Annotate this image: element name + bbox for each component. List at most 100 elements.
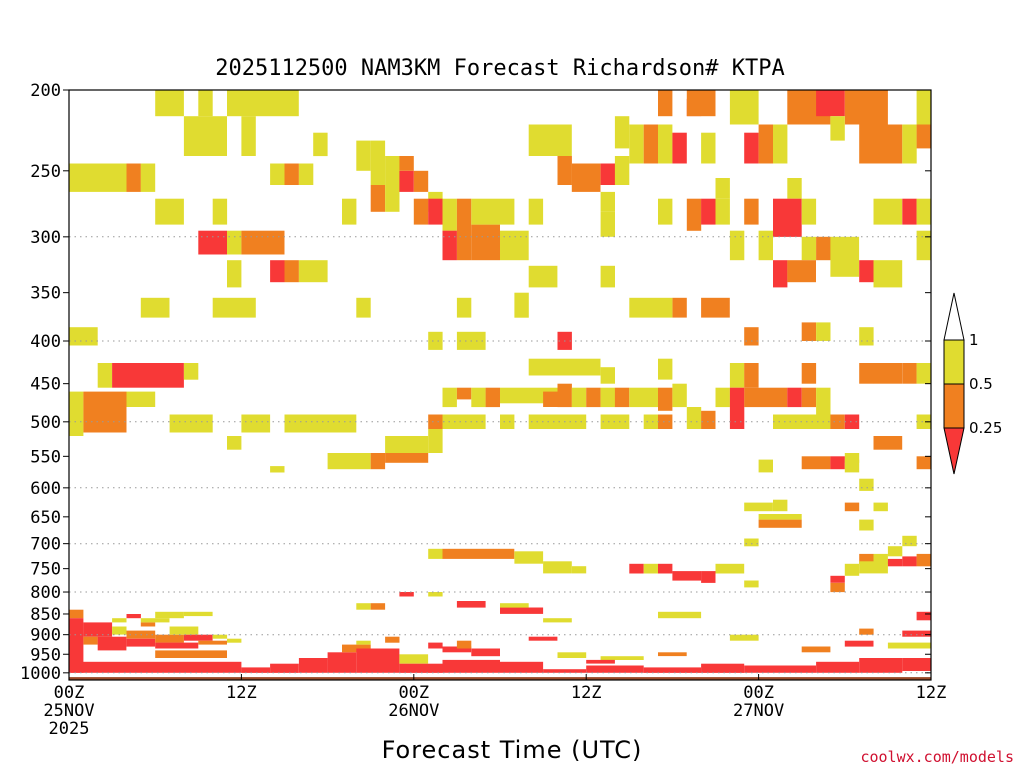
heatmap-cell-15 [227, 230, 242, 255]
y-tick-label-250: 250 [30, 162, 61, 182]
heatmap-cell-182 [744, 538, 759, 547]
y-tick-label-900: 900 [30, 626, 61, 646]
heatmap-cell-114 [844, 90, 888, 125]
heatmap-cell-85 [629, 387, 658, 408]
heatmap-cell-148 [859, 327, 874, 346]
heatmap-cell-141 [873, 260, 903, 288]
heatmap-cell-218 [140, 622, 156, 627]
heatmap-cell-79 [543, 391, 558, 407]
heatmap-cell-125 [715, 198, 730, 225]
heatmap-cell-181 [859, 519, 874, 531]
heatmap-cell-171 [844, 459, 860, 473]
heatmap-cell-117 [902, 124, 917, 164]
heatmap-cell-150 [744, 363, 759, 388]
heatmap-cell-21 [140, 297, 170, 318]
heatmap-cell-159 [787, 387, 802, 408]
heatmap-cell-173 [758, 459, 773, 473]
heatmap-cell-16 [241, 230, 285, 255]
heatmap-cell-209 [69, 618, 84, 673]
heatmap-cell-90 [442, 414, 486, 429]
heatmap-cell-76 [471, 387, 486, 408]
heatmap-cell-143 [629, 297, 673, 318]
heatmap-cell-105 [686, 90, 716, 117]
heatmap-cell-152 [859, 363, 874, 384]
heatmap-cell-202 [916, 553, 931, 567]
heatmap-cell-188 [571, 566, 587, 574]
heatmap-cell-248 [701, 663, 745, 673]
heatmap-cell-161 [816, 387, 831, 415]
heatmap-cell-102 [270, 466, 285, 473]
heatmap-cell-237 [356, 648, 400, 673]
heatmap-cell-170 [830, 456, 845, 470]
heatmap-cell-149 [729, 363, 745, 388]
y-tick-label-300: 300 [30, 228, 61, 248]
heatmap-cell-19 [284, 260, 299, 283]
heatmap-cell-186 [514, 551, 544, 564]
heatmap-cell-122 [787, 178, 802, 199]
y-axis-ticks: 200 250 300 350 400 450 500 550 600 650 700 750 8008… [20, 81, 931, 684]
heatmap-cell-229 [69, 661, 242, 673]
heatmap-cell-77 [485, 387, 500, 408]
heatmap-cell-187 [543, 561, 572, 574]
heatmap-cell-64 [528, 265, 558, 288]
heatmap-cell-220 [155, 611, 184, 619]
heatmap-cell-156 [715, 387, 730, 408]
heatmap-cell-80 [557, 383, 572, 408]
heatmap-cell-100 [385, 436, 429, 453]
ground-strip [69, 677, 931, 680]
heatmap-cell-97 [327, 453, 371, 470]
heatmap-cell-231 [241, 667, 271, 673]
heatmap-cell-137 [830, 236, 860, 277]
heatmap-cell-244 [500, 661, 544, 673]
heatmap-cell-8 [140, 163, 156, 192]
heatmap-cell-6 [69, 163, 127, 192]
heatmap-cell-1 [198, 90, 213, 117]
heatmap-cell-32 [284, 414, 357, 433]
heatmap-cell-265 [500, 603, 529, 608]
heatmap-cell-108 [729, 90, 759, 125]
chart-title: 2025112500 NAM3KM Forecast Richardson# K… [215, 56, 785, 81]
heatmap-cell-227 [212, 634, 228, 639]
heatmap-cell-238 [385, 636, 400, 643]
heatmap-cell-87 [672, 383, 687, 408]
heatmap-cell-82 [586, 387, 601, 408]
heatmap-cell-243 [471, 648, 500, 657]
heatmap-cell-215 [126, 614, 141, 619]
heatmap-cell-144 [701, 297, 730, 318]
plot-frame [68, 89, 932, 681]
heatmap-cell-5 [313, 132, 328, 157]
heatmap-cell-92 [528, 414, 587, 429]
heatmap-cell-232 [270, 663, 299, 673]
heatmap-cell-86 [658, 387, 673, 411]
heatmap-cell-26 [183, 363, 199, 380]
heatmap-cell-11 [298, 163, 314, 185]
heatmap-cell-168 [844, 453, 860, 463]
heatmap-cell-63 [658, 198, 673, 225]
heatmap-cell-258 [801, 646, 831, 653]
heatmap-cell-133 [729, 230, 745, 261]
heatmap-cell-119 [916, 124, 931, 149]
heatmap-cell-255 [916, 611, 931, 621]
heatmap-cell-126 [744, 198, 759, 225]
heatmap-cell-257 [859, 628, 874, 635]
heatmap-cell-200 [887, 558, 903, 567]
legend-band-1 [943, 383, 965, 429]
heatmap-cell-56 [614, 156, 630, 185]
heatmap-cell-271 [456, 640, 472, 649]
heatmap-cell-28 [83, 391, 127, 433]
heatmap-cell-157 [729, 387, 745, 429]
heatmap-cell-13 [212, 198, 228, 225]
heatmap-cell-99 [385, 453, 429, 463]
heatmap-cell-189 [629, 563, 644, 574]
heatmap-cell-246 [586, 665, 644, 673]
heatmap-cell-211 [83, 636, 98, 645]
heatmap-cell-272 [658, 652, 687, 657]
heatmap-cell-174 [859, 478, 874, 491]
heatmap-cell-228 [227, 638, 242, 643]
heatmap-cell-205 [830, 582, 845, 593]
heatmap-cell-199 [859, 561, 888, 574]
heatmap-cell-192 [672, 571, 702, 581]
heatmap-cell-23 [69, 327, 98, 346]
heatmap-cell-201 [902, 556, 917, 567]
heatmap-cell-33 [227, 436, 242, 450]
